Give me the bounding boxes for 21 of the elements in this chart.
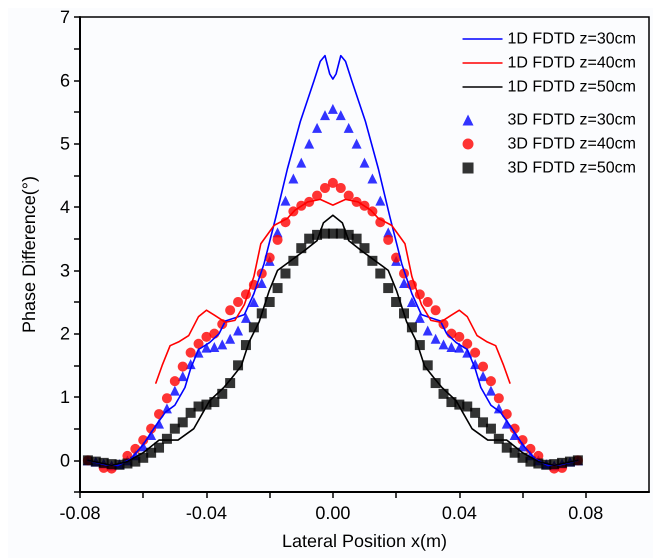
legend-label: 1D FDTD z=40cm [508, 54, 636, 72]
x-axis-title: Lateral Position x(m) [282, 531, 448, 551]
legend-label: 1D FDTD z=30cm [508, 30, 636, 48]
legend-label: 3D FDTD z=40cm [508, 136, 636, 152]
x-tick-label: 0.00 [315, 503, 350, 523]
y-tick-label: 6 [60, 70, 70, 90]
y-tick-label: 3 [60, 260, 70, 280]
y-tick-label: 7 [60, 7, 70, 27]
y-tick-label: 1 [60, 387, 70, 407]
legend-label: 3D FDTD z=30cm [508, 112, 636, 128]
legend-label: 1D FDTD z=50cm [508, 78, 636, 96]
y-tick-label: 2 [60, 324, 70, 344]
x-tick-label: 0.04 [442, 503, 477, 523]
y-tick-label: 0 [60, 450, 70, 470]
y-tick-label: 5 [60, 134, 70, 154]
x-tick-label: 0.08 [568, 503, 604, 523]
y-tick-label: 4 [60, 197, 70, 217]
y-axis-title: Phase Difference(°) [19, 176, 39, 333]
x-tick-label: -0.08 [59, 503, 101, 523]
x-tick-label: -0.04 [186, 503, 227, 523]
legend-label: 3D FDTD z=50cm [508, 160, 636, 176]
